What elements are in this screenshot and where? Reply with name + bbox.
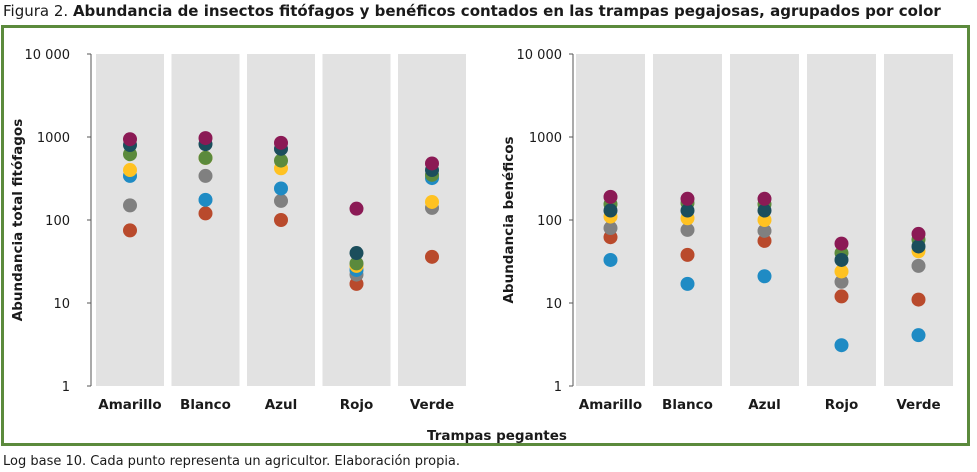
- data-point: [349, 201, 364, 216]
- data-point: [198, 192, 213, 207]
- chart-2: 1 10 100 1000 10 000 Abundancia benéficos Amar…: [501, 48, 953, 413]
- y-tick-label: 100: [537, 214, 562, 229]
- y-tick-label: 100: [45, 214, 70, 229]
- data-point: [123, 198, 137, 213]
- data-point: [349, 256, 364, 271]
- category-column: [807, 54, 876, 386]
- data-point: [680, 203, 695, 218]
- category-column: [96, 54, 164, 386]
- data-point: [349, 246, 364, 261]
- category-label: Blanco: [180, 397, 231, 413]
- data-point: [757, 203, 772, 218]
- y-tick-label: 10: [53, 297, 70, 312]
- category-label: Amarillo: [98, 397, 161, 413]
- y-tick-label: 10: [545, 297, 562, 312]
- data-point: [274, 213, 288, 227]
- y-tick-label: 1000: [529, 131, 562, 146]
- data-point: [198, 150, 213, 165]
- data-point: [425, 249, 439, 264]
- data-point: [680, 276, 695, 291]
- data-point: [911, 328, 926, 343]
- data-point: [757, 223, 772, 238]
- y-tick-label: 1: [554, 380, 562, 395]
- data-point: [834, 338, 849, 353]
- data-point: [834, 236, 849, 251]
- data-point: [425, 194, 439, 209]
- data-point: [680, 222, 695, 237]
- x-axis-label: Trampas pegantes: [427, 428, 567, 443]
- data-point: [680, 247, 695, 262]
- figure-note: Log base 10. Cada punto representa un ag…: [3, 454, 461, 469]
- y-tick-label: 1000: [37, 131, 70, 146]
- data-point: [603, 252, 618, 267]
- data-point: [680, 191, 695, 206]
- data-point: [274, 153, 288, 168]
- chart-1: 1 10 100 1000 10 000 Abundancia total fitófag…: [10, 48, 466, 413]
- charts-svg: Trampas pegantes 1 10 100 1000 10 000 Abundan…: [10, 48, 953, 444]
- data-point: [834, 264, 849, 279]
- data-point: [757, 269, 772, 284]
- data-point: [834, 274, 849, 289]
- data-point: [757, 191, 772, 206]
- data-point: [911, 292, 926, 307]
- figure-title: Abundancia de insectos fitófagos y benéf…: [72, 2, 941, 20]
- data-point: [123, 223, 137, 238]
- data-point: [274, 135, 288, 150]
- data-point: [274, 181, 288, 196]
- data-point: [274, 193, 288, 208]
- category-label: Verde: [896, 397, 940, 413]
- category-label: Rojo: [825, 397, 859, 413]
- y-axis-label: Abundancia total fitófagos: [10, 119, 26, 321]
- category-label: Verde: [410, 397, 454, 413]
- data-point: [123, 132, 137, 147]
- figure-label: Figura 2.: [3, 2, 69, 20]
- category-label: Amarillo: [579, 397, 642, 413]
- data-point: [198, 206, 213, 221]
- category-label: Azul: [748, 397, 781, 413]
- y-tick-label: 10 000: [517, 48, 563, 63]
- data-point: [603, 203, 618, 218]
- data-point: [757, 233, 772, 248]
- data-point: [123, 163, 137, 178]
- category-column: [322, 54, 391, 386]
- category-label: Rojo: [340, 397, 374, 413]
- chart-frame: Trampas pegantes 1 10 100 1000 10 000 Abundan…: [1, 25, 970, 446]
- category-label: Azul: [265, 397, 298, 413]
- y-tick-label: 1: [62, 380, 70, 395]
- figure-caption: Figura 2. Abundancia de insectos fitófag…: [3, 2, 941, 20]
- category-column: [398, 54, 466, 386]
- data-point: [911, 239, 926, 254]
- data-point: [911, 226, 926, 241]
- data-point: [198, 131, 213, 146]
- data-point: [603, 221, 618, 236]
- y-tick-label: 10 000: [25, 48, 71, 63]
- data-point: [834, 252, 849, 267]
- category-label: Blanco: [662, 397, 713, 413]
- data-point: [425, 156, 439, 171]
- y-axis-label: Abundancia benéficos: [501, 136, 517, 303]
- data-point: [834, 289, 849, 304]
- data-point: [911, 258, 926, 273]
- data-point: [198, 168, 213, 183]
- data-point: [603, 189, 618, 204]
